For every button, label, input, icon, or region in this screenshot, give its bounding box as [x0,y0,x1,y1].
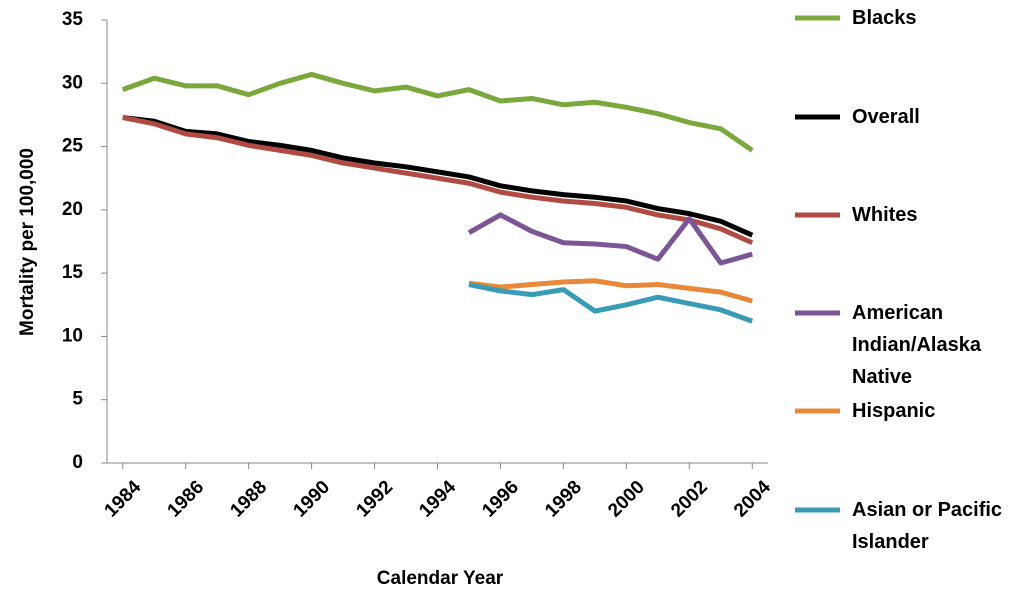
legend-label: Overall [852,106,920,128]
y-tick-label: 10 [62,325,83,346]
y-tick-label: 25 [62,136,84,157]
series-line [467,212,753,266]
y-tick-label: 5 [72,389,83,410]
y-tick-label: 20 [62,199,83,220]
legend-label: Whites [852,204,918,226]
legend-label: Hispanic [852,400,936,422]
y-tick-label: 35 [62,9,84,30]
series-line [122,114,754,238]
x-tick-label: 2002 [667,477,712,522]
x-tick-label: 1988 [226,477,271,522]
x-axis-title: Calendar Year [377,568,504,589]
x-tick-label: 2000 [604,477,649,522]
x-tick-label: 2004 [730,476,775,521]
x-tick-label: 1998 [541,477,586,522]
series-line [468,282,754,324]
y-tick-label: 0 [72,452,83,473]
x-tick-label: 1986 [164,477,209,522]
x-tick-label: 1992 [352,477,397,522]
legend-label: American Indian/Alaska Native [852,302,981,388]
y-tick-label: 15 [62,262,84,283]
x-tick-label: 1984 [101,476,146,521]
series-line [122,115,754,246]
y-axis-title: Mortality per 100,000 [17,148,38,336]
x-tick-label: 1994 [415,476,460,521]
series-line [468,278,753,304]
x-tick-label: 1996 [478,477,523,522]
series-line [121,71,754,153]
legend-label: Blacks [852,7,917,29]
legend-label: Asian or Pacific Islander [852,499,1003,553]
y-tick-label: 30 [62,72,83,93]
x-tick-label: 1990 [289,477,334,522]
